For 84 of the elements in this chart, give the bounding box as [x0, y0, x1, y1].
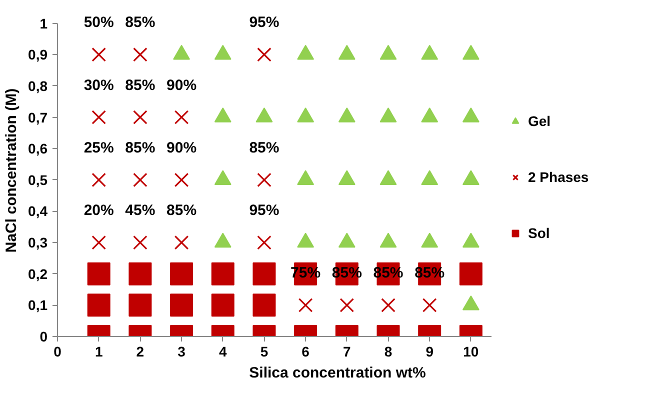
y-tick-label: 0,7	[28, 109, 48, 126]
annotation: 90%	[166, 76, 197, 94]
legend-label: Sol	[528, 225, 550, 241]
x-axis-title: Silica concentration wt%	[249, 364, 426, 382]
y-axis-title: NaCl concentration (M)	[3, 88, 20, 253]
y-tick-label: 0,8	[28, 78, 48, 94]
annotation: 25%	[84, 139, 114, 156]
point	[462, 44, 480, 60]
x-tick-label: 3	[178, 344, 186, 360]
point	[462, 170, 480, 186]
y-tick-label: 0,9	[28, 46, 48, 63]
x-tick-label: 1	[94, 344, 103, 360]
point	[92, 172, 106, 188]
point	[128, 294, 152, 317]
x-tick-label: 6	[302, 344, 310, 360]
point	[173, 44, 190, 60]
point	[462, 108, 480, 122]
x-tick-label: 2	[136, 344, 144, 360]
point	[338, 170, 356, 186]
point	[133, 235, 148, 250]
x-tick-label: 7	[343, 344, 352, 360]
annotation: 30%	[84, 76, 114, 94]
point	[128, 262, 152, 286]
point	[133, 172, 148, 188]
point	[298, 298, 313, 312]
legend-label: Gel	[528, 113, 551, 129]
annotation: 45%	[125, 202, 156, 220]
point	[87, 294, 110, 317]
x-tick-label: 8	[384, 344, 392, 360]
annotation: 20%	[84, 202, 114, 220]
point	[174, 172, 189, 188]
point	[170, 262, 194, 286]
point	[252, 294, 276, 317]
y-tick-label: 1	[40, 15, 48, 32]
annotation: 85%	[125, 76, 156, 94]
point	[421, 108, 438, 122]
x-tick-label: 10	[463, 344, 479, 360]
annotation: 85%	[125, 139, 156, 156]
point	[257, 172, 272, 188]
point	[421, 170, 438, 186]
x-tick-label: 5	[260, 344, 268, 360]
y-tick-label: 0,6	[28, 140, 48, 157]
y-tick-label: 0,4	[28, 203, 48, 220]
point	[297, 170, 314, 186]
legend-label: 2 Phases	[528, 169, 589, 185]
point	[252, 262, 276, 286]
point	[380, 44, 397, 60]
point	[380, 108, 397, 122]
point	[170, 294, 194, 317]
point	[380, 170, 397, 186]
point	[459, 262, 482, 286]
point	[297, 108, 314, 122]
point	[214, 108, 232, 122]
annotation: 95%	[249, 14, 280, 32]
point	[257, 235, 272, 250]
point	[87, 262, 110, 286]
point	[381, 298, 396, 312]
x-tick-label: 0	[54, 344, 62, 360]
point	[211, 262, 234, 286]
y-tick-label: 0,2	[28, 266, 48, 282]
y-tick-label: 0,5	[28, 172, 48, 188]
annotation: 85%	[125, 14, 156, 32]
annotation: 85%	[166, 202, 197, 220]
point	[422, 298, 437, 312]
annotation: 95%	[249, 202, 280, 220]
point	[214, 170, 232, 186]
x-tick-label: 9	[426, 344, 434, 360]
point	[174, 235, 189, 250]
point	[214, 44, 232, 60]
annotation: 90%	[166, 139, 197, 156]
point	[256, 108, 273, 122]
y-tick-label: 0	[40, 328, 48, 344]
x-tick-label: 4	[218, 344, 227, 360]
point	[338, 108, 356, 122]
point	[421, 44, 438, 60]
point	[338, 44, 356, 60]
point	[92, 235, 106, 250]
point	[211, 294, 234, 317]
y-tick-label: 0,1	[28, 297, 48, 314]
y-tick-label: 0,3	[28, 234, 48, 251]
point	[297, 44, 314, 60]
point	[340, 298, 354, 312]
annotation: 50%	[84, 14, 114, 32]
annotation: 85%	[249, 139, 280, 156]
